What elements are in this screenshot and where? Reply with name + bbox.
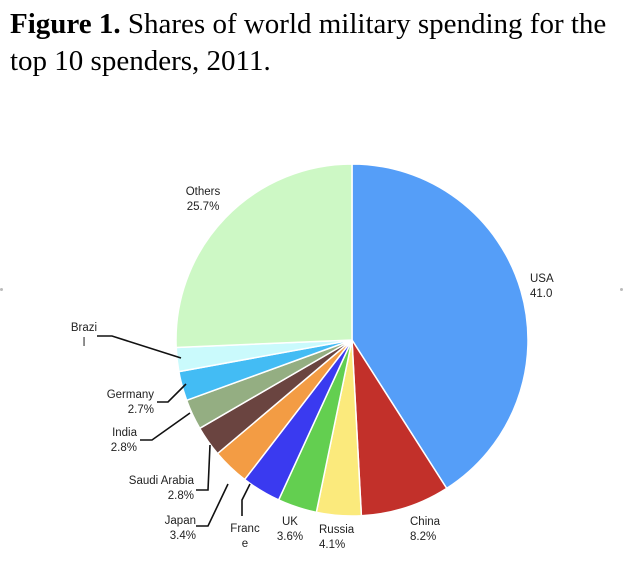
leader-line-germany — [157, 383, 187, 403]
slice-label-others: Others 25.7% — [186, 186, 221, 213]
slice-label-brazil: Brazi l — [71, 322, 97, 349]
pie-slice-usa — [351, 163, 529, 490]
slice-label-russia: Russia 4.1% — [319, 524, 355, 551]
leader-line-france — [241, 483, 251, 516]
slice-label-germany: Germany 2.7% — [107, 389, 155, 416]
edge-marker-left — [0, 288, 3, 291]
pie-slice-china — [351, 337, 448, 517]
slice-label-india: India 2.8% — [111, 427, 138, 454]
leader-line-japan — [196, 483, 229, 527]
leader-line-brazil — [97, 335, 182, 359]
pie-slice-others — [175, 163, 353, 349]
leader-line-india — [140, 412, 191, 441]
figure-caption: Figure 1. Shares of world military spend… — [10, 6, 615, 80]
leader-line-saudi-arabia — [196, 444, 211, 491]
slice-label-saudi-arabia: Saudi Arabia 2.8% — [129, 475, 195, 502]
slice-label-france: Franc e — [230, 523, 260, 550]
slice-label-uk: UK 3.6% — [277, 516, 303, 543]
slice-label-usa: USA 41.0 — [530, 273, 554, 300]
edge-marker-right — [620, 288, 623, 291]
figure-label: Figure 1. — [10, 8, 121, 40]
slice-label-china: China 8.2% — [410, 516, 441, 543]
figure-title: Shares of world military spending for th… — [10, 8, 607, 77]
slice-label-japan: Japan 3.4% — [165, 515, 196, 542]
